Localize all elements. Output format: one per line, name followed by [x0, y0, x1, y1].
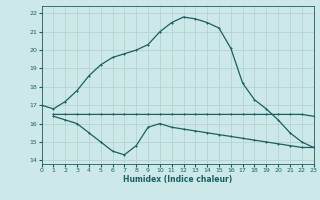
- X-axis label: Humidex (Indice chaleur): Humidex (Indice chaleur): [123, 175, 232, 184]
